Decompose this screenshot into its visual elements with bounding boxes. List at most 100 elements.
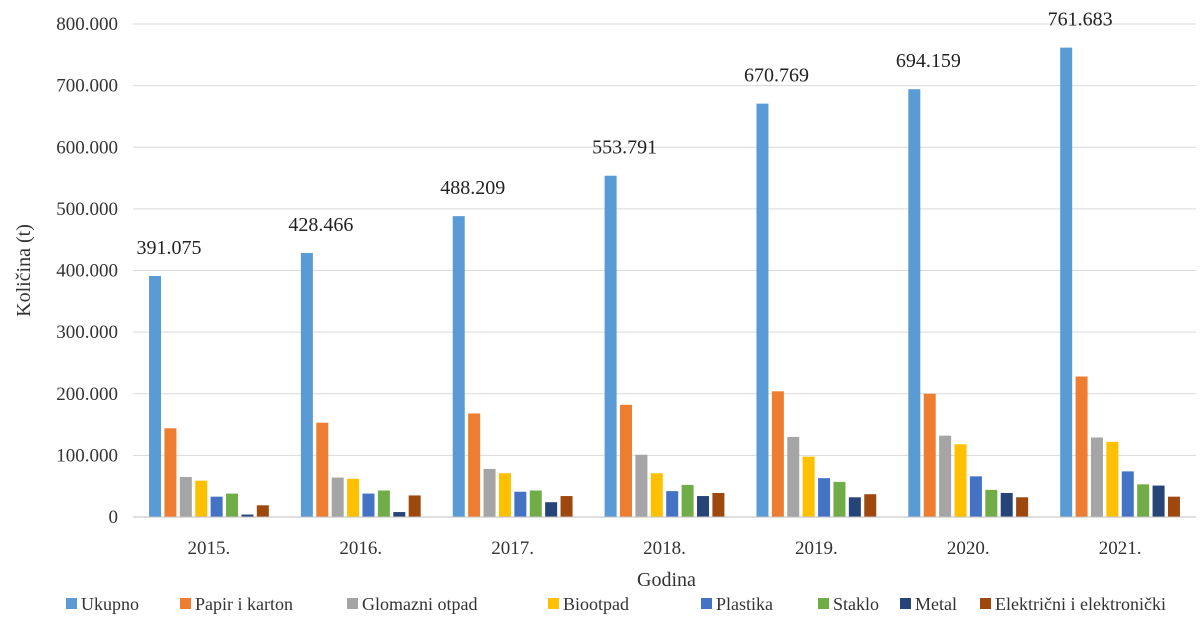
bar <box>635 454 648 517</box>
data-label: 428.466 <box>288 214 353 236</box>
y-tick-label: 0 <box>109 507 119 528</box>
bar <box>468 413 481 517</box>
bar <box>514 491 527 517</box>
bar <box>1075 376 1088 517</box>
bar <box>908 89 921 517</box>
legend-label: Biootpad <box>563 594 629 614</box>
legend-swatch <box>548 598 559 609</box>
y-tick-label: 100.000 <box>56 445 118 466</box>
bar <box>939 435 952 517</box>
y-tick-label: 400.000 <box>56 261 118 282</box>
bar <box>256 505 269 517</box>
bar <box>241 514 254 517</box>
bar <box>452 216 465 517</box>
x-axis-ticks: 2015. 2016. 2017. 2018. 2019. 2020. 2021. <box>188 538 1142 559</box>
bar <box>377 490 390 517</box>
bar <box>226 493 239 517</box>
legend-swatch <box>900 598 911 609</box>
x-tick-label: 2019. <box>795 538 838 559</box>
bar <box>756 103 769 517</box>
bar <box>300 252 313 517</box>
bar <box>1137 484 1150 517</box>
legend-label: Papir i karton <box>195 594 293 614</box>
y-tick-label: 600.000 <box>56 137 118 158</box>
bar <box>666 491 679 517</box>
bar <box>954 444 967 517</box>
legend-label: Električni i elektronički <box>995 594 1166 614</box>
bar <box>864 494 877 517</box>
legend-swatch <box>818 598 829 609</box>
bar <box>818 478 831 517</box>
bar <box>210 496 223 517</box>
y-axis-title: Količina (t) <box>13 224 35 317</box>
bar <box>1016 497 1029 517</box>
legend-label: Ukupno <box>81 594 139 614</box>
data-label: 670.769 <box>744 65 809 87</box>
data-label: 694.159 <box>896 50 961 72</box>
data-label: 553.791 <box>592 137 657 159</box>
data-label: 761.683 <box>1048 9 1113 31</box>
data-labels: 391.075 428.466 488.209 553.791 670.769 694.1… <box>137 9 1113 259</box>
bar <box>164 428 177 517</box>
bar <box>923 393 936 517</box>
bar <box>149 276 162 517</box>
bar <box>1000 492 1013 517</box>
x-axis-title: Godina <box>637 569 696 591</box>
bar <box>771 391 784 517</box>
bar <box>848 497 861 517</box>
x-tick-label: 2020. <box>947 538 990 559</box>
gridlines <box>133 23 1196 456</box>
x-tick-label: 2016. <box>339 538 382 559</box>
y-tick-label: 300.000 <box>56 322 118 343</box>
bar <box>498 473 511 517</box>
legend-swatch <box>980 598 991 609</box>
bar <box>347 478 360 517</box>
bar <box>697 496 709 517</box>
bars <box>149 47 1180 517</box>
bar <box>833 481 846 517</box>
y-tick-label: 800.000 <box>56 14 118 35</box>
bar <box>331 477 344 517</box>
bar <box>1152 485 1165 517</box>
bar <box>316 422 329 517</box>
bar <box>545 502 558 517</box>
legend-swatch <box>66 598 77 609</box>
bar <box>560 496 573 517</box>
bar <box>195 480 208 517</box>
bar <box>1060 47 1073 517</box>
legend-label: Staklo <box>833 594 879 614</box>
legend-label: Plastika <box>716 594 773 614</box>
legend-label: Glomazni otpad <box>362 594 477 614</box>
x-tick-label: 2018. <box>643 538 686 559</box>
bar <box>1121 471 1134 517</box>
legend-label: Metal <box>915 594 957 614</box>
legend-swatch <box>701 598 712 609</box>
bar <box>712 492 725 517</box>
bar <box>362 493 375 517</box>
legend-swatch <box>180 598 191 609</box>
bar <box>179 476 192 517</box>
bar <box>985 489 998 517</box>
y-tick-label: 700.000 <box>56 76 118 97</box>
bar <box>393 512 406 517</box>
y-tick-label: 500.000 <box>56 199 118 220</box>
data-label: 391.075 <box>137 237 202 259</box>
y-axis-ticks: 0 100.000 200.000 300.000 400.000 500.000 600.… <box>56 14 118 528</box>
x-tick-label: 2021. <box>1099 538 1142 559</box>
bar <box>969 476 982 517</box>
bar <box>620 404 632 517</box>
bar <box>787 436 800 517</box>
bar <box>681 484 694 517</box>
data-label: 488.209 <box>440 177 505 199</box>
y-tick-label: 200.000 <box>56 384 118 405</box>
x-tick-label: 2017. <box>491 538 534 559</box>
bar <box>529 490 542 517</box>
legend-swatch <box>347 598 358 609</box>
bar <box>1106 441 1119 517</box>
bar <box>1090 437 1103 517</box>
bar <box>408 495 421 517</box>
bar <box>483 468 496 517</box>
x-tick-label: 2015. <box>188 538 231 559</box>
bar <box>802 456 815 517</box>
